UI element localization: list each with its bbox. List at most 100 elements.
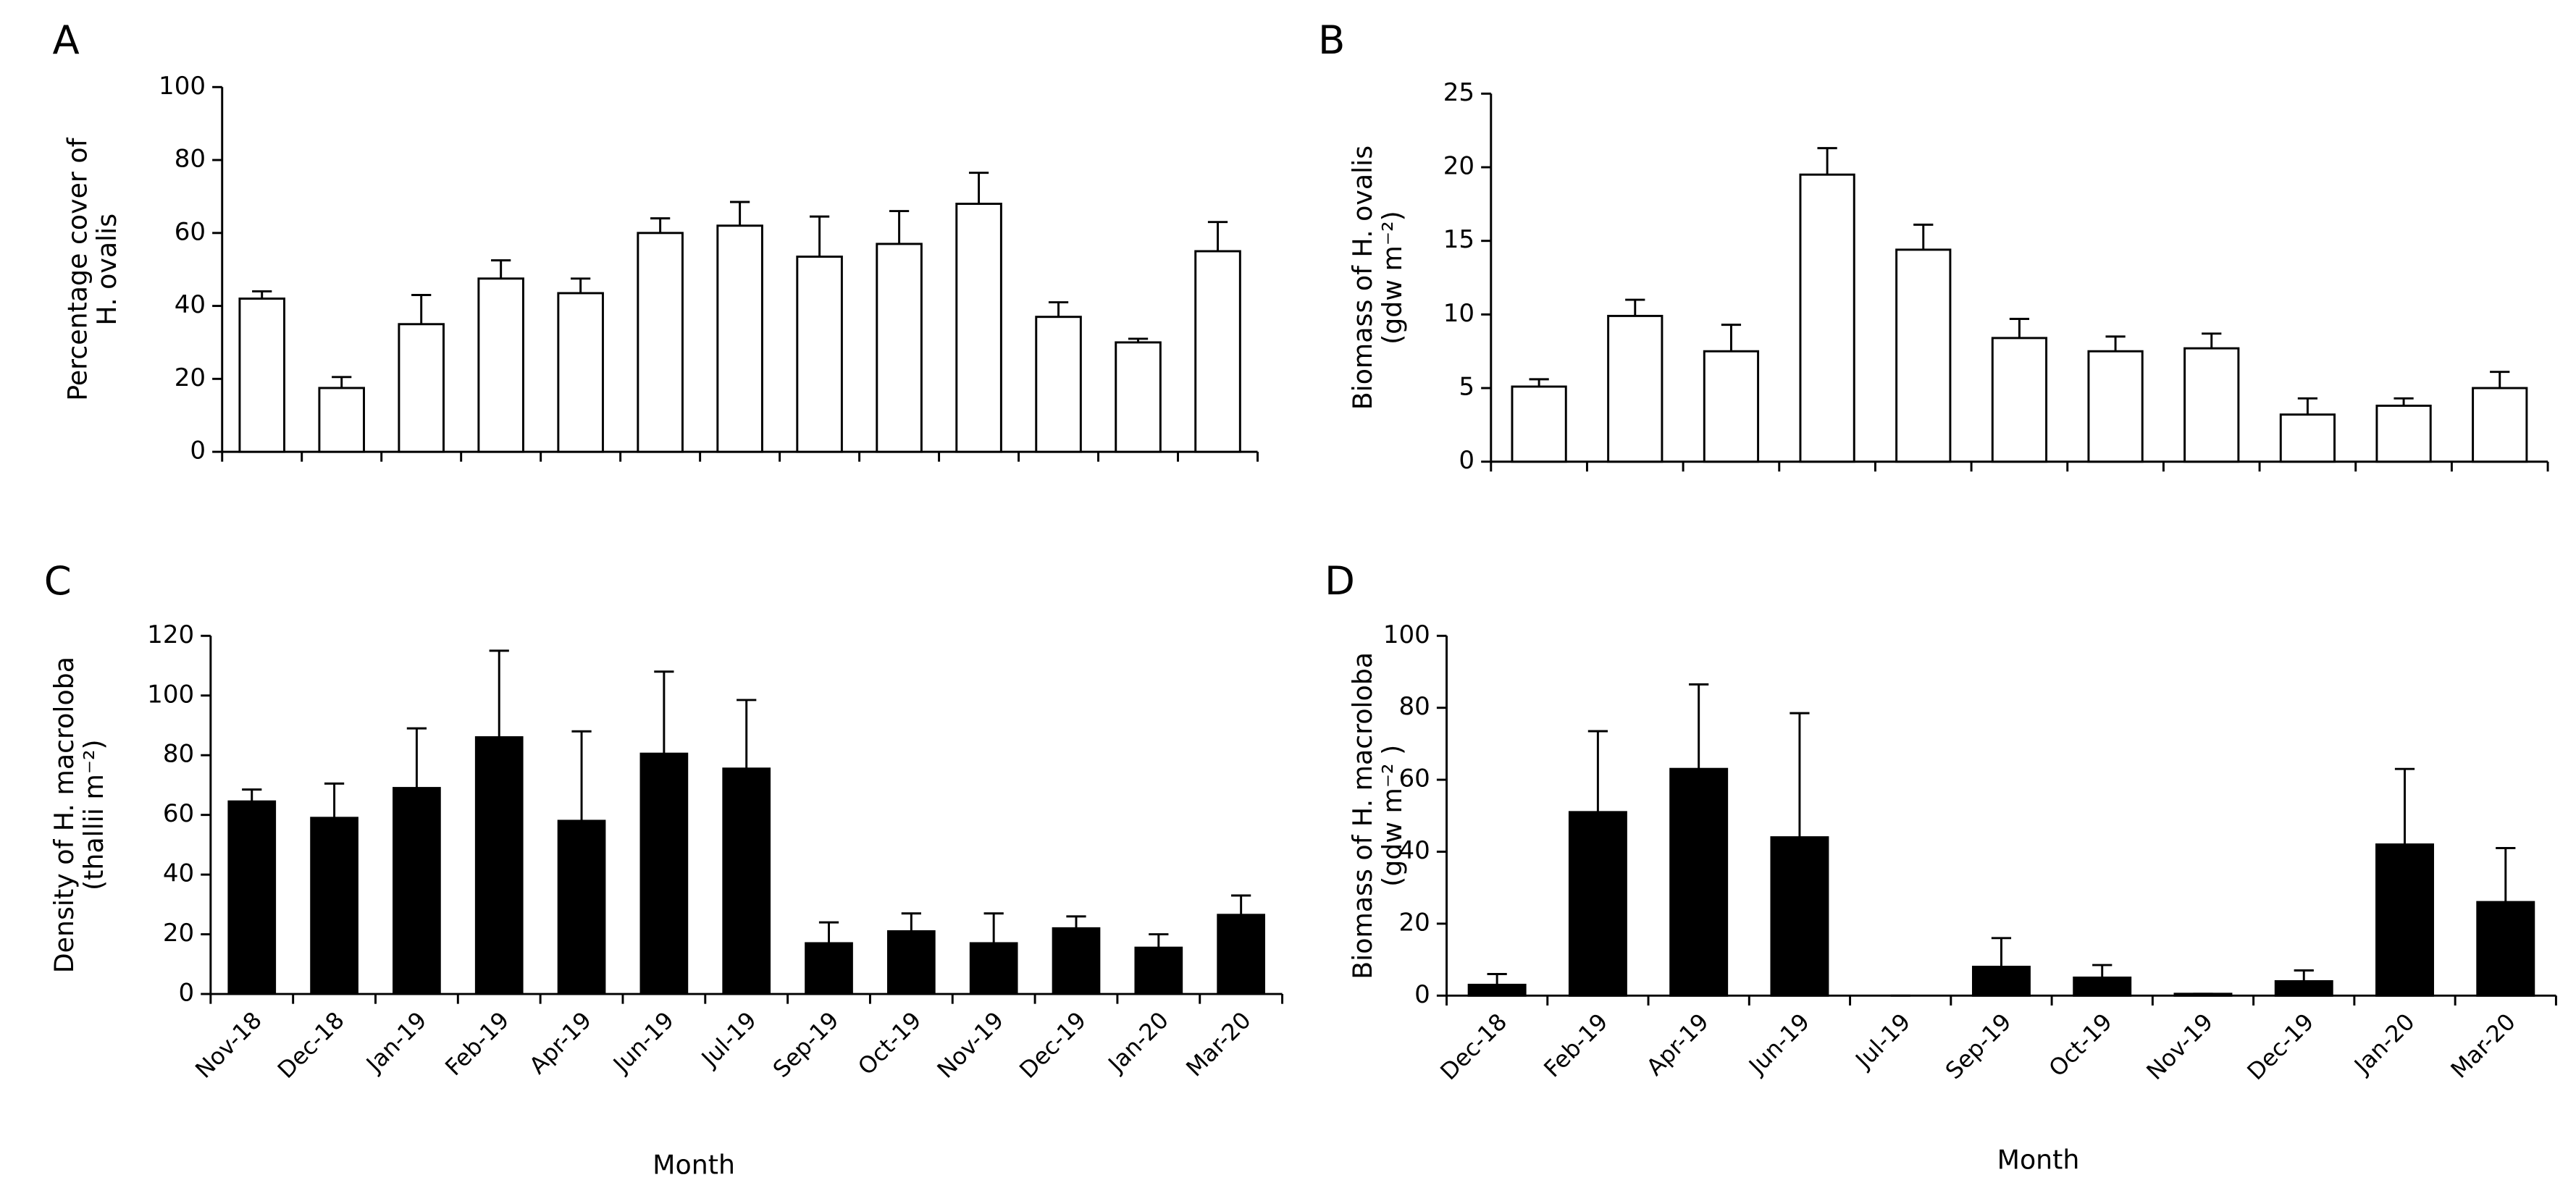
bar	[2375, 843, 2434, 997]
y-tick-label: 40	[175, 290, 206, 319]
bar	[1895, 248, 1952, 463]
bar	[2183, 347, 2240, 463]
bar	[2279, 413, 2336, 463]
bar	[716, 224, 763, 453]
bar	[639, 752, 689, 995]
bar	[1991, 337, 2048, 463]
bar	[2274, 979, 2333, 997]
x-tick-label: Jan-20	[2349, 1009, 2420, 1080]
bar	[1194, 250, 1241, 453]
bar	[1134, 946, 1183, 995]
bar	[1511, 385, 1567, 463]
bar	[398, 323, 445, 453]
y-tick-label: 0	[1414, 980, 1430, 1009]
panel-label: C	[44, 557, 72, 604]
x-tick-label: Jul-19	[696, 1007, 762, 1073]
panel-label: B	[1318, 17, 1345, 63]
bar	[887, 930, 936, 995]
bar	[796, 256, 843, 453]
y-axis-label: Percentage cover of	[62, 137, 93, 400]
y-tick-label: 20	[1443, 152, 1474, 181]
y-tick-label: 20	[163, 919, 194, 948]
x-tick-label: Feb-19	[440, 1007, 514, 1081]
y-axis-label: Biomass of H. ovalis	[1347, 146, 1378, 410]
x-tick-label: Dec-19	[2243, 1009, 2320, 1086]
y-axis-label: Biomass of H. macroloba	[1347, 652, 1378, 979]
bar	[393, 787, 441, 995]
bar	[1467, 983, 1527, 997]
bar	[1703, 350, 1760, 463]
bar	[955, 203, 1002, 453]
x-tick-label: Mar-20	[1182, 1007, 1256, 1082]
bar	[876, 243, 923, 453]
bar	[1607, 314, 1664, 463]
y-tick-label: 80	[1398, 692, 1430, 721]
y-tick-label: 0	[190, 437, 206, 465]
bar	[722, 767, 771, 995]
y-tick-label: 40	[163, 859, 194, 888]
bar	[1770, 836, 1829, 997]
bar	[969, 942, 1018, 995]
y-tick-label: 5	[1459, 373, 1474, 402]
bar	[805, 942, 853, 995]
x-tick-label: Jan-19	[361, 1007, 432, 1078]
x-tick-label: Oct-19	[853, 1007, 926, 1080]
bar	[2472, 387, 2528, 463]
x-tick-label: Jul-19	[1850, 1009, 1916, 1075]
bar	[1035, 316, 1082, 453]
x-tick-label: Feb-19	[1540, 1009, 1614, 1083]
y-tick-label: 0	[178, 979, 194, 1008]
bar	[1971, 966, 2031, 997]
x-tick-label: Oct-19	[2044, 1009, 2118, 1082]
bar	[1799, 173, 1855, 463]
y-axis-label: (gdw m⁻² )	[1377, 745, 1408, 887]
y-tick-label: 20	[175, 363, 206, 392]
x-tick-label: Jan-20	[1103, 1007, 1174, 1078]
y-tick-label: 100	[1383, 620, 1430, 649]
y-tick-label: 100	[147, 680, 194, 709]
y-tick-label: 60	[175, 217, 206, 246]
bar	[227, 800, 277, 995]
x-tick-label: Nov-18	[190, 1007, 267, 1083]
x-tick-label: Jun-19	[1743, 1009, 1815, 1081]
bar	[474, 736, 524, 995]
x-tick-label: Mar-20	[2446, 1009, 2521, 1084]
bar	[310, 817, 358, 995]
bar	[1115, 341, 1162, 453]
y-tick-label: 60	[1398, 764, 1430, 793]
bar	[2476, 901, 2535, 997]
x-tick-label: Sep-19	[768, 1007, 844, 1082]
x-tick-label: Dec-18	[1436, 1009, 1513, 1086]
bar	[637, 232, 684, 453]
y-tick-label: 25	[1443, 78, 1474, 107]
bar	[1568, 811, 1627, 997]
y-axis-label: (thallii m⁻²)	[78, 739, 109, 890]
y-tick-label: 15	[1443, 225, 1474, 254]
bar	[557, 292, 604, 453]
bar	[2375, 404, 2432, 463]
bar	[557, 819, 606, 995]
bar	[2073, 976, 2132, 997]
bar	[1217, 914, 1265, 995]
bar	[1052, 927, 1101, 995]
y-tick-label: 20	[1398, 908, 1430, 937]
x-axis-label: Month	[1997, 1145, 2080, 1176]
x-tick-label: Nov-19	[933, 1007, 1009, 1083]
panel-label: D	[1325, 557, 1355, 604]
bar	[2173, 993, 2233, 997]
bar	[477, 277, 524, 453]
y-tick-label: 80	[163, 740, 194, 769]
x-axis-label: Month	[653, 1149, 735, 1180]
x-tick-label: Sep-19	[1941, 1009, 2016, 1084]
x-tick-label: Nov-19	[2142, 1009, 2218, 1085]
y-tick-label: 0	[1459, 446, 1474, 475]
y-axis-label: (gdw m⁻²)	[1377, 211, 1408, 345]
y-tick-label: 100	[159, 72, 206, 101]
bar	[238, 298, 285, 453]
y-tick-label: 10	[1443, 299, 1474, 328]
bar	[318, 387, 365, 453]
x-tick-label: Dec-19	[1015, 1007, 1091, 1084]
y-tick-label: 80	[175, 145, 206, 174]
